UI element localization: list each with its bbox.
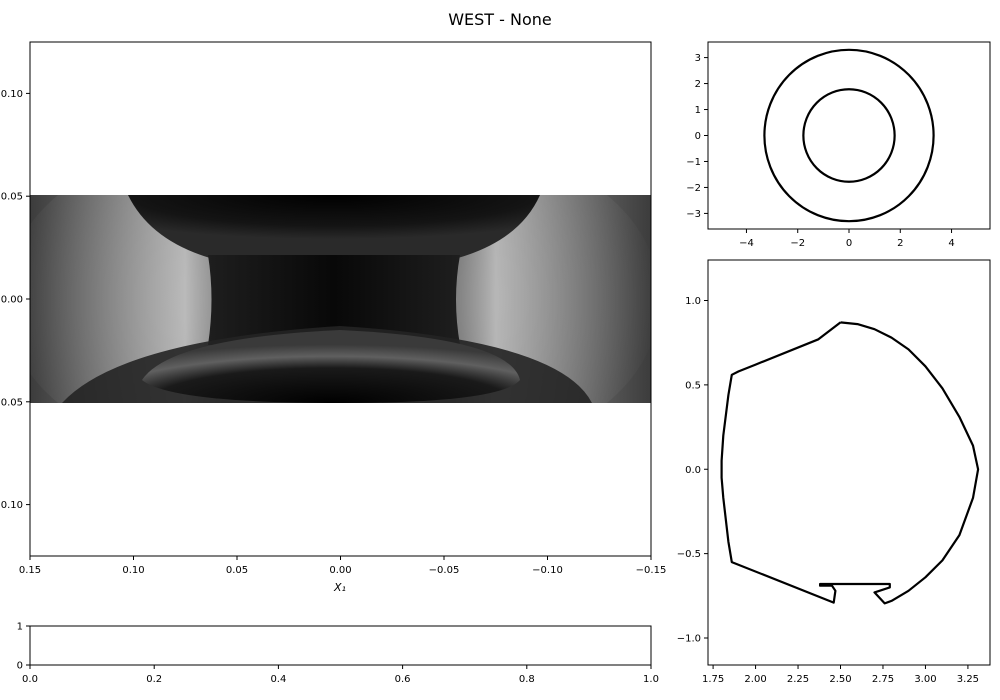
top-view-panel: −4 −2 0 2 4 3 2 1 0 −1 −2 −3 [686, 41, 991, 249]
image-y-ticks: 0.10 0.05 0.00 0.05 0.10 [1, 89, 30, 511]
bottom-strip-axes-frame [29, 625, 652, 666]
cross-section-x-ticks: 1.75 2.00 2.25 2.50 2.75 3.00 3.25 [702, 665, 979, 685]
cross-section-y-tick-label: 0.5 [685, 380, 701, 391]
bottom-strip-y-ticks: 10 [17, 622, 30, 672]
cross-section-y-tick-label: 1.0 [685, 296, 701, 307]
top-view-y-tick-label: 3 [695, 53, 701, 64]
cross-section-y-tick-label: 0.0 [685, 465, 701, 476]
top-view-y-tick-label: 0 [695, 131, 701, 142]
image-x-tick-label: 0.10 [122, 565, 144, 576]
cross-section-axes-frame [707, 259, 991, 666]
top-view-axes-frame [707, 41, 991, 230]
image-x-tick-label: 0.15 [19, 565, 41, 576]
top-view-y-tick-label: 2 [695, 79, 701, 90]
bottom-strip-y-tick-label: 1 [17, 622, 23, 633]
bottom-strip-x-tick-label: 0.8 [519, 674, 535, 685]
cross-section-y-tick-label: −1.0 [677, 634, 701, 645]
cross-section-x-tick-label: 2.75 [872, 674, 894, 685]
image-y-tick-label: 0.05 [1, 192, 23, 203]
bottom-strip-x-tick-label: 0.6 [395, 674, 411, 685]
bottom-strip-y-tick-label: 0 [17, 661, 23, 672]
image-panel: 0.15 0.10 0.05 0.00 −0.05 −0.10 −0.15 0.10 0.05… [1, 41, 666, 594]
cross-section-lines [720, 321, 980, 605]
heatmap-image [30, 195, 651, 403]
cross-section-y-tick-label: −0.5 [677, 549, 701, 560]
top-view-circle-1 [802, 88, 896, 183]
image-x-tick-label: −0.05 [429, 565, 460, 576]
image-x-tick-label: 0.05 [226, 565, 248, 576]
top-view-x-ticks: −4 −2 0 2 4 [739, 229, 955, 249]
image-x-tick-label: −0.10 [532, 565, 563, 576]
image-x-ticks: 0.15 0.10 0.05 0.00 −0.05 −0.10 −0.15 [19, 556, 666, 576]
cross-section-contour-0 [720, 321, 980, 605]
image-y-tick-label: 0.10 [1, 500, 23, 511]
top-view-y-tick-label: −1 [686, 157, 701, 168]
cross-section-y-ticks: 1.0 0.5 0.0 −0.5 −1.0 [677, 296, 708, 645]
top-view-y-tick-label: −3 [686, 209, 701, 220]
figure-title: WEST - None [448, 10, 552, 29]
image-y-tick-label: 0.00 [1, 295, 23, 306]
top-view-y-ticks: 3 2 1 0 −1 −2 −3 [686, 53, 708, 220]
top-view-x-tick-label: 4 [948, 238, 954, 249]
top-view-x-tick-label: −4 [739, 238, 754, 249]
bottom-strip-x-ticks: 0.0 0.2 0.4 0.6 0.8 1.0 [22, 665, 659, 685]
cross-section-x-tick-label: 1.75 [702, 674, 724, 685]
top-view-x-tick-label: 2 [897, 238, 903, 249]
image-y-tick-label: 0.05 [1, 397, 23, 408]
image-y-tick-label: 0.10 [1, 89, 23, 100]
bottom-strip-x-tick-label: 1.0 [643, 674, 659, 685]
cross-section-panel: 1.75 2.00 2.25 2.50 2.75 3.00 3.25 1.0 0.5 0.0 −0… [677, 259, 991, 685]
top-view-y-tick-label: −2 [686, 183, 701, 194]
bottom-strip-panel: 0.0 0.2 0.4 0.6 0.8 1.0 10 [17, 622, 659, 686]
image-x-tick-label: −0.15 [636, 565, 667, 576]
bottom-strip-x-tick-label: 0.2 [146, 674, 162, 685]
cross-section-x-tick-label: 2.00 [744, 674, 766, 685]
cross-section-x-tick-label: 3.25 [957, 674, 979, 685]
bottom-strip-x-tick-label: 0.4 [270, 674, 286, 685]
cross-section-x-tick-label: 2.50 [829, 674, 851, 685]
bottom-strip-x-tick-label: 0.0 [22, 674, 38, 685]
top-view-x-tick-label: −2 [790, 238, 805, 249]
cross-section-x-tick-label: 3.00 [914, 674, 936, 685]
cross-section-x-tick-label: 2.25 [787, 674, 809, 685]
top-view-circle-0 [763, 48, 935, 223]
image-x-tick-label: 0.00 [329, 565, 351, 576]
top-view-y-tick-label: 1 [695, 105, 701, 116]
top-view-lines [763, 48, 935, 223]
image-x-label: X₁ [333, 581, 346, 594]
top-view-x-tick-label: 0 [846, 238, 852, 249]
